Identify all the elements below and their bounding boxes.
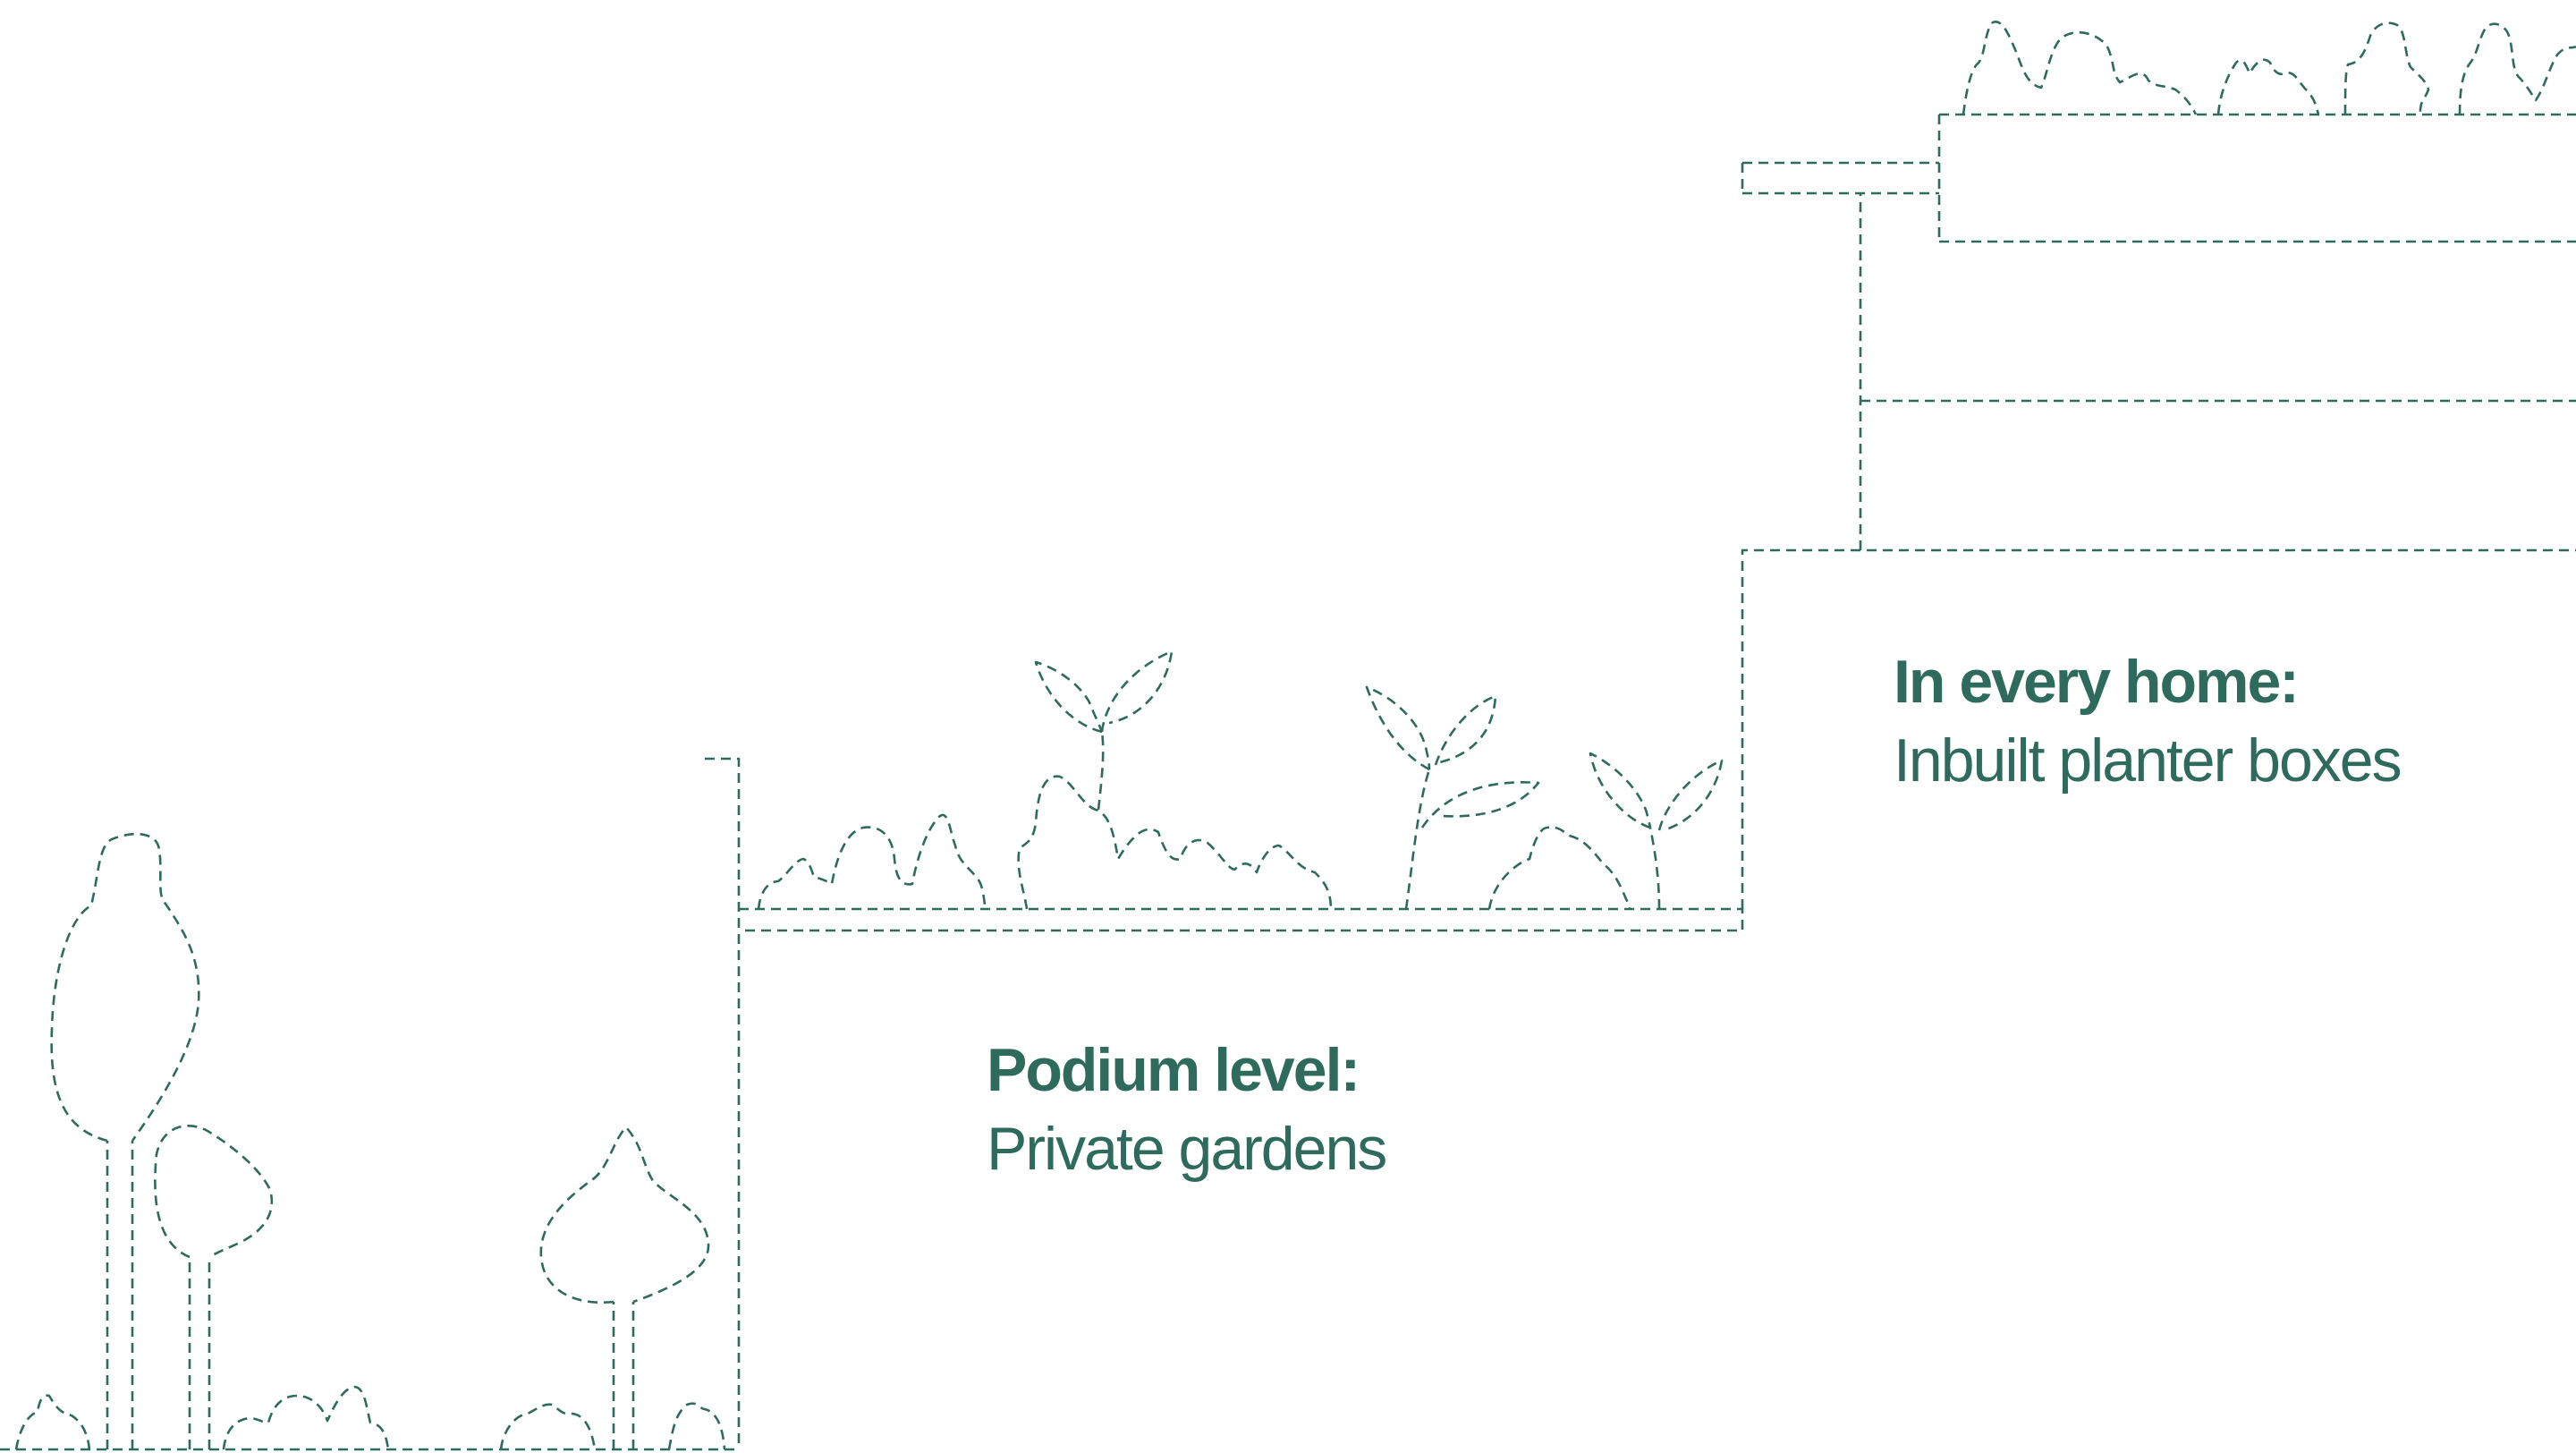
bush-icon: [667, 1402, 726, 1450]
bush-icon: [2216, 58, 2320, 115]
home-label-title: In every home:: [1894, 648, 2300, 716]
bush-icon: [499, 1403, 597, 1450]
tall-tree-icon: [50, 832, 200, 1449]
sprout-icon: [1034, 650, 1174, 811]
ground-level: [0, 832, 739, 1451]
bush-icon: [1962, 21, 2198, 115]
upper-wall: [1741, 548, 2576, 909]
podium-level: [705, 650, 1744, 1449]
bush-icon: [222, 1385, 390, 1450]
bush-icon: [14, 1394, 91, 1450]
right-tree-icon: [539, 1126, 710, 1449]
bush-icon: [1017, 775, 1333, 910]
podium-label-subtitle: Private gardens: [987, 1115, 1387, 1183]
podium-wall: [705, 757, 741, 1449]
home-label: In every home: Inbuilt planter boxes: [1894, 642, 2402, 800]
home-level: [1741, 21, 2576, 909]
floor-line: [1859, 193, 2576, 550]
podium-label-title: Podium level:: [987, 1036, 1360, 1104]
home-label-subtitle: Inbuilt planter boxes: [1894, 726, 2402, 794]
planter-box: [1937, 113, 2576, 243]
sprout-icon: [1365, 685, 1540, 910]
small-tree-icon: [154, 1124, 274, 1449]
podium-label: Podium level: Private gardens: [987, 1031, 1387, 1188]
bush-icon: [757, 813, 987, 910]
balcony-slab: [1741, 161, 1939, 195]
bush-icon: [2458, 22, 2576, 115]
bush-icon: [1487, 826, 1631, 910]
podium-slab: [739, 907, 1744, 932]
bush-icon: [2343, 21, 2430, 115]
sprout-icon: [1589, 752, 1724, 910]
